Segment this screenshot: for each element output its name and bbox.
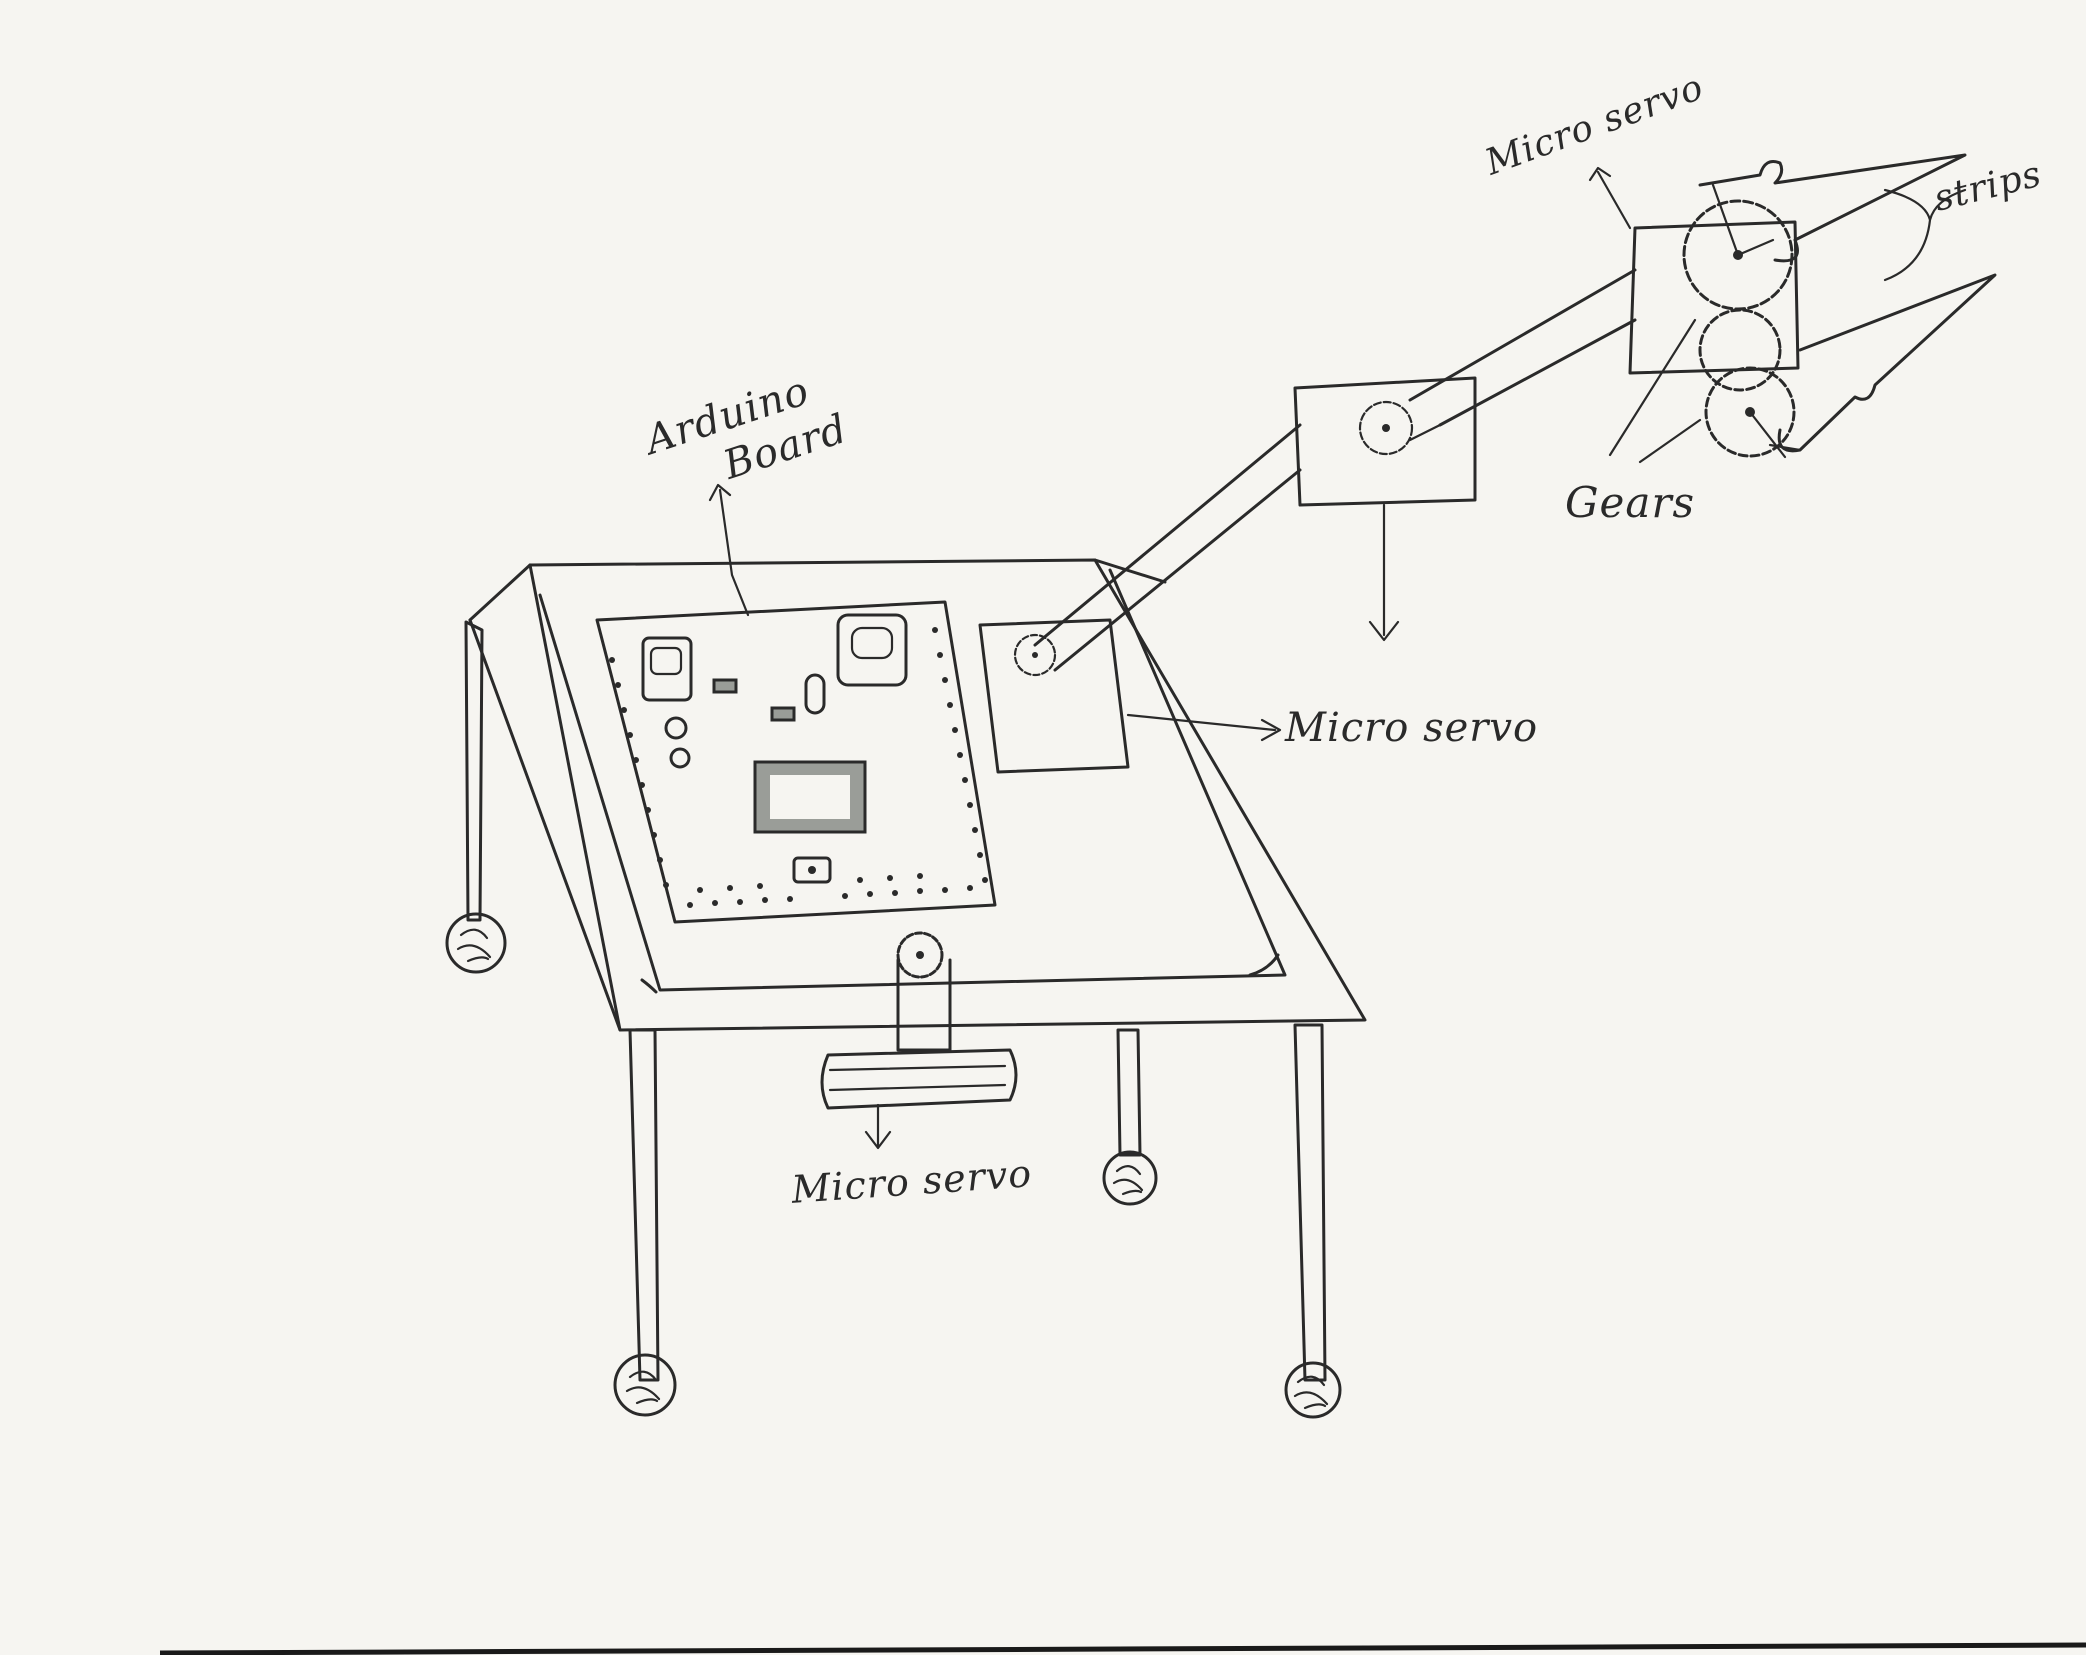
gears-pointer [1608, 318, 1702, 464]
gear-icon [1013, 633, 1057, 677]
table-right-side [1093, 558, 1167, 584]
gear-icon [1682, 183, 1794, 311]
table-legs [464, 620, 1327, 1382]
gripper-servo [1628, 220, 1800, 375]
leg-back-left [464, 620, 484, 922]
leg-front-left [628, 1028, 660, 1382]
table [445, 558, 1367, 1419]
wheel-icon [445, 912, 507, 974]
table-top [528, 558, 1367, 1032]
table-left-side [468, 618, 622, 1032]
arduino-board [595, 600, 997, 924]
gripper-servo-pointer [1588, 166, 1632, 230]
corner-arrow-right [1248, 953, 1280, 977]
label-gears: Gears [1565, 478, 1696, 527]
gear-icon [1698, 308, 1782, 392]
elbow-servo [1293, 376, 1477, 507]
table-inner-border [538, 568, 1287, 992]
arduino-pointer [708, 483, 750, 617]
gripper-lower-jaw [1777, 273, 1997, 453]
header-pins-bottom [687, 873, 973, 908]
gear-icon [1704, 366, 1796, 459]
corner-arrow-left [640, 978, 658, 994]
wheel-icon [1102, 1150, 1158, 1206]
page-edge-line [159, 1642, 2086, 1655]
resistor [770, 706, 796, 722]
capacitor-2 [669, 747, 691, 769]
header-pins-left [609, 657, 669, 888]
strips-brace [1883, 188, 1967, 282]
base-servo-body [820, 1048, 1018, 1110]
capacitor-1 [664, 716, 688, 740]
gear-icon [896, 931, 944, 979]
usb-port [641, 636, 693, 702]
power-jack [836, 613, 908, 687]
gripper [1588, 153, 1997, 464]
crystal [804, 673, 826, 715]
arm [1033, 268, 1637, 672]
board-servo [978, 618, 1282, 774]
gripper-upper-jaw [1698, 153, 1967, 263]
led [712, 678, 738, 694]
header-pins-right [932, 627, 988, 883]
table-back-edge [468, 563, 532, 622]
base-servo [820, 931, 1018, 1150]
board-servo-pointer [1126, 713, 1282, 742]
reset-button [792, 856, 832, 884]
wheel-icon [613, 1353, 677, 1417]
elbow-servo-pointer [1368, 503, 1400, 642]
leg-front-right [1293, 1023, 1327, 1382]
gear-icon [1358, 400, 1414, 456]
wheel-icon [1284, 1361, 1342, 1419]
label-micro-servo-board: Micro servo [1285, 705, 1539, 751]
leg-back-mid [1116, 1028, 1142, 1157]
base-servo-pointer [864, 1103, 892, 1150]
